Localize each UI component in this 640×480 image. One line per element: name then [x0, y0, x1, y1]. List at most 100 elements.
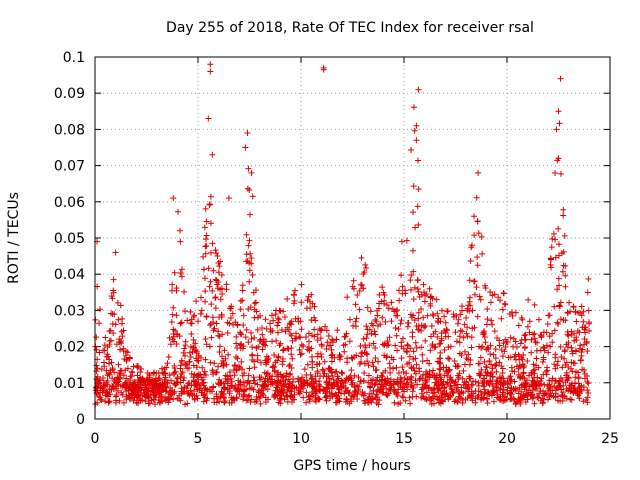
data-point	[571, 385, 578, 392]
data-point	[547, 343, 554, 350]
data-point	[585, 307, 592, 314]
data-point	[410, 209, 417, 216]
data-point	[565, 332, 572, 339]
data-point	[209, 240, 216, 247]
data-point	[144, 375, 151, 382]
data-point	[526, 318, 533, 325]
data-point	[246, 365, 253, 372]
data-point	[375, 401, 382, 408]
data-point	[346, 338, 353, 345]
data-point	[344, 355, 351, 362]
data-point	[119, 391, 126, 398]
data-point	[490, 351, 497, 358]
data-point	[218, 272, 225, 278]
data-point	[485, 345, 492, 352]
data-point	[580, 318, 587, 325]
data-point	[379, 284, 386, 291]
data-point	[322, 394, 329, 401]
data-point	[452, 329, 459, 336]
data-point	[487, 299, 494, 306]
data-point	[373, 366, 380, 373]
data-point	[280, 377, 287, 384]
data-point	[198, 307, 205, 314]
data-point	[535, 381, 542, 388]
data-point	[568, 396, 575, 403]
data-point	[165, 354, 172, 361]
data-point	[455, 316, 462, 323]
data-point	[544, 382, 551, 389]
y-tick-label: 0.03	[54, 303, 85, 319]
data-point	[468, 334, 475, 341]
data-point	[580, 308, 587, 315]
data-point	[499, 369, 506, 376]
data-point	[415, 315, 422, 322]
data-point	[309, 332, 315, 339]
data-point	[253, 394, 260, 401]
data-point	[477, 388, 484, 395]
plot-frame	[94, 56, 611, 420]
data-point	[554, 358, 561, 365]
data-point	[200, 398, 207, 405]
data-point	[323, 379, 330, 386]
data-point	[203, 341, 210, 348]
data-point	[447, 374, 454, 381]
data-point	[548, 244, 555, 251]
data-point	[214, 285, 221, 292]
data-point	[489, 373, 496, 380]
data-point	[501, 348, 508, 355]
data-point	[203, 313, 210, 320]
data-point	[262, 399, 269, 406]
data-point	[546, 377, 553, 384]
data-point	[410, 365, 417, 372]
data-point	[554, 319, 561, 326]
data-point	[303, 399, 310, 406]
data-point	[100, 375, 107, 382]
data-point	[551, 303, 558, 310]
data-point	[517, 397, 524, 404]
data-point	[271, 391, 278, 398]
data-point	[363, 323, 370, 330]
data-point	[365, 362, 372, 369]
data-point	[224, 330, 231, 337]
data-point	[169, 281, 176, 288]
data-point	[116, 397, 123, 404]
data-point	[426, 360, 433, 367]
data-point	[516, 396, 523, 403]
data-point	[201, 275, 208, 282]
data-point	[215, 380, 222, 387]
data-point	[382, 318, 389, 325]
data-point	[497, 385, 504, 392]
data-point	[419, 358, 426, 365]
data-point	[517, 340, 524, 347]
data-point	[245, 372, 252, 379]
data-point	[561, 355, 568, 362]
data-point	[166, 372, 173, 379]
data-point	[279, 347, 286, 354]
data-point	[312, 389, 319, 396]
data-point	[407, 400, 414, 407]
data-point	[175, 208, 182, 215]
data-point	[556, 302, 563, 309]
data-point	[239, 282, 246, 289]
data-point	[473, 284, 480, 291]
x-tick-label: 20	[498, 431, 516, 447]
data-point	[578, 303, 585, 310]
data-point	[108, 310, 115, 317]
data-point	[536, 390, 543, 397]
data-point	[105, 370, 112, 377]
data-point	[251, 380, 258, 387]
data-point	[225, 351, 232, 358]
data-point	[535, 316, 542, 323]
data-point	[171, 380, 178, 387]
data-point	[407, 311, 414, 318]
data-point	[552, 170, 559, 177]
data-point	[166, 334, 173, 341]
data-point	[122, 382, 129, 389]
data-point	[512, 338, 519, 345]
data-point	[482, 339, 489, 346]
data-point	[170, 304, 177, 311]
data-point	[438, 307, 445, 314]
data-point	[322, 323, 329, 330]
data-point	[238, 358, 245, 365]
data-point	[328, 358, 335, 365]
